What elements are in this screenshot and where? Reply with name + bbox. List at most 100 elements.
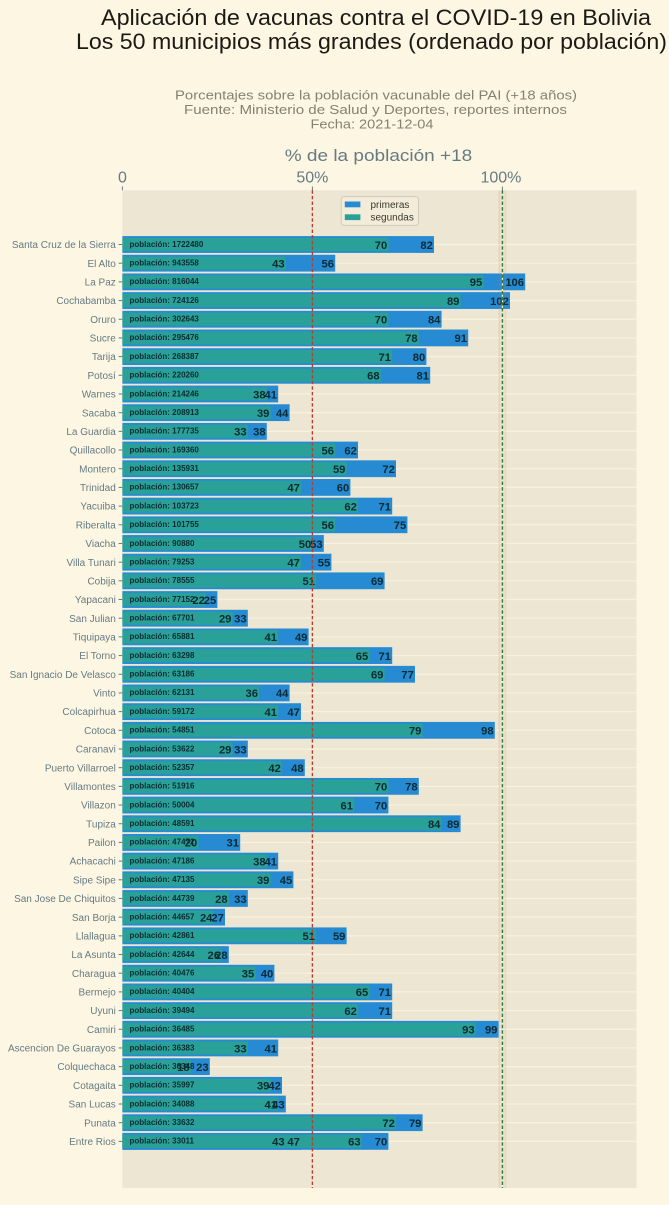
svg-text:44: 44 xyxy=(276,408,289,420)
svg-text:Ascencion De Guarayos: Ascencion De Guarayos xyxy=(8,1044,116,1055)
svg-text:23: 23 xyxy=(196,1062,208,1074)
svg-text:50: 50 xyxy=(299,539,311,551)
svg-text:población: 36485: población: 36485 xyxy=(130,1025,195,1034)
svg-text:población: 59172: población: 59172 xyxy=(130,707,195,716)
svg-text:Colcapirhua: Colcapirhua xyxy=(62,707,116,718)
svg-text:43: 43 xyxy=(272,258,284,270)
svg-text:Vinto: Vinto xyxy=(93,689,116,700)
svg-text:78: 78 xyxy=(405,333,417,345)
svg-text:población: 220260: población: 220260 xyxy=(130,371,200,380)
svg-text:89: 89 xyxy=(447,819,459,831)
svg-text:población: 33011: población: 33011 xyxy=(130,1137,195,1146)
svg-text:población: 816044: población: 816044 xyxy=(130,277,200,286)
svg-text:San Lucas: San Lucas xyxy=(69,1100,116,1111)
svg-text:62: 62 xyxy=(344,1006,356,1018)
svg-text:24: 24 xyxy=(200,912,213,924)
svg-text:primeras: primeras xyxy=(371,200,410,211)
svg-text:población: 135931: población: 135931 xyxy=(130,464,200,473)
svg-text:62: 62 xyxy=(344,445,356,457)
svg-text:71: 71 xyxy=(379,501,391,513)
svg-text:89: 89 xyxy=(447,296,459,308)
svg-text:población: 39494: población: 39494 xyxy=(130,1006,195,1015)
svg-text:población: 130657: población: 130657 xyxy=(130,483,200,492)
svg-text:63: 63 xyxy=(348,1137,360,1149)
svg-text:43: 43 xyxy=(272,1099,284,1111)
svg-text:población: 268387: población: 268387 xyxy=(130,352,200,361)
svg-text:El Alto: El Alto xyxy=(87,259,116,270)
svg-text:San Borja: San Borja xyxy=(72,913,116,924)
svg-text:Entre Rios: Entre Rios xyxy=(69,1137,116,1148)
svg-text:55: 55 xyxy=(318,557,330,569)
svg-text:71: 71 xyxy=(379,352,391,364)
svg-text:50%: 50% xyxy=(296,170,328,187)
svg-text:69: 69 xyxy=(371,576,383,588)
svg-text:61: 61 xyxy=(341,800,353,812)
svg-text:población: 943558: población: 943558 xyxy=(130,258,200,267)
svg-text:población: 78555: población: 78555 xyxy=(130,576,195,585)
svg-text:Tiquipaya: Tiquipaya xyxy=(73,632,116,643)
svg-text:población: 65881: población: 65881 xyxy=(130,632,195,641)
svg-text:población: 103723: población: 103723 xyxy=(130,501,200,510)
svg-text:39: 39 xyxy=(257,875,269,887)
svg-text:Puerto Villarroel: Puerto Villarroel xyxy=(45,763,116,774)
svg-text:93: 93 xyxy=(462,1025,474,1037)
svg-text:79: 79 xyxy=(409,726,421,738)
svg-text:población: 44657: población: 44657 xyxy=(130,912,195,921)
svg-text:95: 95 xyxy=(470,277,482,289)
svg-text:38: 38 xyxy=(253,427,265,439)
svg-text:población: 40476: población: 40476 xyxy=(130,969,195,978)
svg-text:33: 33 xyxy=(234,1043,246,1055)
svg-text:Charagua: Charagua xyxy=(72,969,116,980)
svg-text:población: 35997: población: 35997 xyxy=(130,1081,195,1090)
svg-text:18: 18 xyxy=(177,1062,189,1074)
svg-text:segundas: segundas xyxy=(371,213,414,224)
svg-text:25: 25 xyxy=(204,595,216,607)
svg-text:38: 38 xyxy=(253,389,265,401)
svg-text:población: 302643: población: 302643 xyxy=(130,315,200,324)
svg-text:56: 56 xyxy=(322,445,334,457)
svg-text:72: 72 xyxy=(382,464,394,476)
svg-text:42: 42 xyxy=(268,1081,280,1093)
svg-text:población: 48591: población: 48591 xyxy=(130,819,195,828)
svg-text:Fuente: Ministerio de Salud y: Fuente: Ministerio de Salud y Deportes, … xyxy=(184,102,568,117)
svg-text:28: 28 xyxy=(215,950,227,962)
svg-text:75: 75 xyxy=(394,520,406,532)
svg-text:Warnes: Warnes xyxy=(82,390,116,401)
svg-text:población: 52357: población: 52357 xyxy=(130,763,195,772)
svg-text:Sacaba: Sacaba xyxy=(82,408,116,419)
svg-text:Viacha: Viacha xyxy=(85,539,116,550)
svg-text:69: 69 xyxy=(371,670,383,682)
svg-text:Riberalta: Riberalta xyxy=(76,520,116,531)
svg-text:71: 71 xyxy=(379,651,391,663)
svg-text:82: 82 xyxy=(420,240,432,252)
svg-text:población: 42861: población: 42861 xyxy=(130,931,195,940)
svg-text:70: 70 xyxy=(375,315,387,327)
svg-text:población: 169360: población: 169360 xyxy=(130,445,200,454)
svg-text:población: 214246: población: 214246 xyxy=(130,389,200,398)
svg-text:68: 68 xyxy=(367,371,379,383)
svg-text:39: 39 xyxy=(257,1081,269,1093)
svg-text:Pailon: Pailon xyxy=(88,838,116,849)
svg-text:20: 20 xyxy=(185,838,197,850)
svg-text:población: 79253: población: 79253 xyxy=(130,557,195,566)
svg-text:91: 91 xyxy=(455,333,467,345)
svg-text:población: 44739: población: 44739 xyxy=(130,894,195,903)
svg-text:% de la población +18: % de la población +18 xyxy=(285,146,473,165)
svg-text:38: 38 xyxy=(253,856,265,868)
svg-text:33: 33 xyxy=(234,614,246,626)
svg-text:56: 56 xyxy=(322,258,334,270)
svg-text:40: 40 xyxy=(261,969,273,981)
svg-text:población: 33632: población: 33632 xyxy=(130,1118,195,1127)
svg-text:Yapacani: Yapacani xyxy=(75,595,116,606)
svg-text:33: 33 xyxy=(234,894,246,906)
svg-text:31: 31 xyxy=(227,838,239,850)
svg-text:56: 56 xyxy=(322,520,334,532)
svg-text:22: 22 xyxy=(192,595,204,607)
svg-text:Tupiza: Tupiza xyxy=(86,819,116,830)
svg-text:42: 42 xyxy=(268,763,280,775)
svg-text:población: 47135: población: 47135 xyxy=(130,875,195,884)
svg-text:33: 33 xyxy=(234,427,246,439)
svg-text:población: 208913: población: 208913 xyxy=(130,408,200,417)
svg-text:Bermejo: Bermejo xyxy=(79,988,117,999)
svg-text:Fecha: 2021-12-04: Fecha: 2021-12-04 xyxy=(311,117,434,132)
